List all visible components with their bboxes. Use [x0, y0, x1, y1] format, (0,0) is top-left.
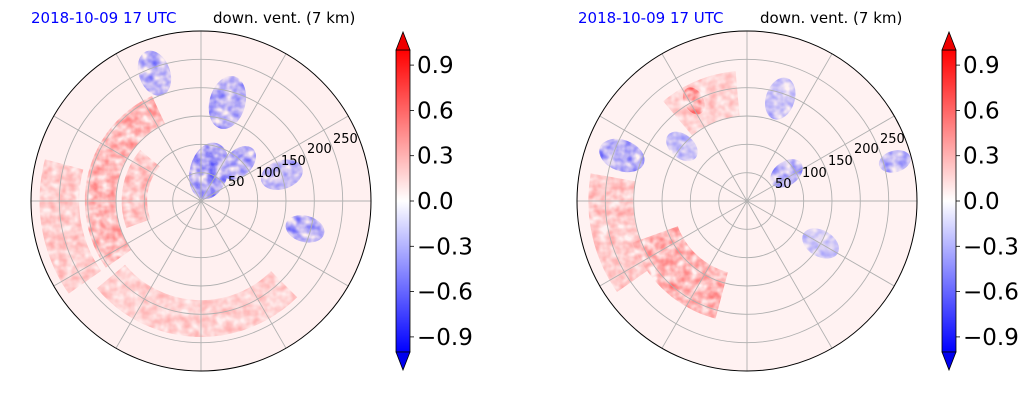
panel-left-rtick-50: 50	[228, 175, 245, 190]
panel-left-rtick-250: 250	[333, 132, 358, 147]
panel-right-cbar-tick-label-3: 0.0	[963, 189, 1000, 215]
panel-right-rtick-100: 100	[802, 166, 827, 181]
panel-right-grid-spoke-120	[661, 53, 748, 202]
panel-left-colorbar-extend-max	[395, 30, 411, 51]
panel-right-cbar-tick-label-2: 0.3	[963, 144, 1000, 170]
panel-left-grid	[31, 31, 371, 371]
panel-left-cbar-tick-label-5: −0.6	[417, 280, 473, 306]
panel-left-grid-spoke-60	[200, 53, 287, 202]
panel-right-colorbar-extend-max	[941, 30, 957, 51]
panel-left-feature-band-0	[84, 95, 166, 268]
panel-left-feature-band-2	[96, 264, 298, 337]
panel-right-feature-blob-7	[765, 77, 796, 120]
panel-right-feature-blob-9	[878, 150, 911, 173]
panel-right-colorbar-extend-min	[941, 351, 957, 372]
panel-left-colorbar-extend-min	[395, 351, 411, 372]
panel-left-rtick-100: 100	[256, 166, 281, 181]
panel-left-polar-frame	[30, 30, 372, 372]
panel-right-grid-spoke-210	[599, 200, 748, 287]
panel-right-colorbar: 0.9 0.6 0.3 0.0 −0.3 −0.6 −0.9	[941, 30, 1019, 372]
panel-left-feature-band-1	[121, 150, 160, 229]
panel-right-title: down. vent. (7 km)	[760, 9, 902, 27]
panel-right-grid-spoke-330	[746, 200, 895, 287]
panel-right-rtick-150: 150	[828, 154, 853, 169]
panel-left-radial-tick-labels: 50 100 150 200 250	[228, 132, 358, 190]
panel-right-rtick-250: 250	[880, 132, 905, 147]
panel-right-feature-blob-6	[770, 159, 803, 188]
panel-left-grid-spoke-210	[53, 200, 202, 287]
panel-left-colorbar-ticks: 0.9 0.6 0.3 0.0 −0.3 −0.6 −0.9	[410, 53, 473, 351]
panel-right-cbar-tick-label-4: −0.3	[963, 234, 1019, 260]
panel-right-polar-frame	[576, 30, 918, 372]
panel-right-cbar-tick-label-6: −0.9	[963, 325, 1019, 351]
panel-right-feature-band-0	[632, 226, 728, 319]
panel-left-grid-spoke-330	[200, 200, 349, 287]
panel-left-colorbar-body	[395, 49, 411, 353]
panel-right-colorbar-body	[941, 49, 957, 353]
panel-right-cbar-tick-label-1: 0.6	[963, 98, 1000, 124]
panel-right: 2018-10-09 17 UTC down. vent. (7 km) 50 …	[576, 9, 1019, 372]
panel-right-date-label: 2018-10-09 17 UTC	[578, 9, 724, 27]
panel-right-grid-spoke-150	[599, 115, 748, 202]
panel-left-cbar-tick-label-1: 0.6	[417, 98, 454, 124]
panel-right-radial-tick-labels: 50 100 150 200 250	[775, 132, 905, 192]
panel-left-feature-blob-8	[137, 50, 172, 96]
panel-left-cbar-tick-label-6: −0.9	[417, 325, 473, 351]
panel-left-cbar-tick-label-3: 0.0	[417, 189, 454, 215]
panel-left-cbar-tick-label-4: −0.3	[417, 234, 473, 260]
panel-left-rtick-150: 150	[281, 154, 306, 169]
panel-left-feature-blob-4	[189, 142, 230, 200]
panel-left-grid-spoke-300	[200, 200, 287, 349]
panel-right-grid-spoke-300	[746, 200, 833, 349]
panel-left-grid-spoke-240	[115, 200, 202, 349]
panel-left-rtick-200: 200	[307, 142, 332, 157]
panel-right-polar-axes: 50 100 150 200 250	[576, 30, 918, 372]
panel-left-feature-blob-9	[285, 215, 325, 243]
panel-right-cbar-tick-label-5: −0.6	[963, 280, 1019, 306]
panel-left-cbar-tick-label-2: 0.3	[417, 144, 454, 170]
panel-right-grid	[577, 31, 917, 371]
panel-right-grid-spoke-30	[746, 115, 895, 202]
panel-right-grid-spoke-60	[746, 53, 833, 202]
panel-left-feature-band-3	[39, 159, 102, 294]
panel-left-cbar-tick-label-0: 0.9	[417, 53, 454, 79]
panel-left-title: down. vent. (7 km)	[213, 9, 355, 27]
panel-left: 2018-10-09 17 UTC down. vent. (7 km) 50 …	[30, 9, 473, 372]
panel-left-polar-axes: 50 100 150 200 250	[30, 30, 372, 372]
panel-left-colorbar: 0.9 0.6 0.3 0.0 −0.3 −0.6 −0.9	[395, 30, 473, 372]
panel-left-grid-spoke-30	[200, 115, 349, 202]
panel-right-feature-band-1	[588, 173, 655, 292]
panel-right-rtick-50: 50	[775, 177, 792, 192]
panel-right-rtick-200: 200	[854, 142, 879, 157]
panel-right-cbar-tick-label-0: 0.9	[963, 53, 1000, 79]
panel-left-grid-spoke-120	[115, 53, 202, 202]
panel-left-grid-spoke-150	[53, 115, 202, 202]
panel-right-colorbar-ticks: 0.9 0.6 0.3 0.0 −0.3 −0.6 −0.9	[956, 53, 1019, 351]
panel-left-feature-blob-5	[222, 146, 256, 180]
panel-left-date-label: 2018-10-09 17 UTC	[31, 9, 177, 27]
panel-right-grid-spoke-240	[661, 200, 748, 349]
